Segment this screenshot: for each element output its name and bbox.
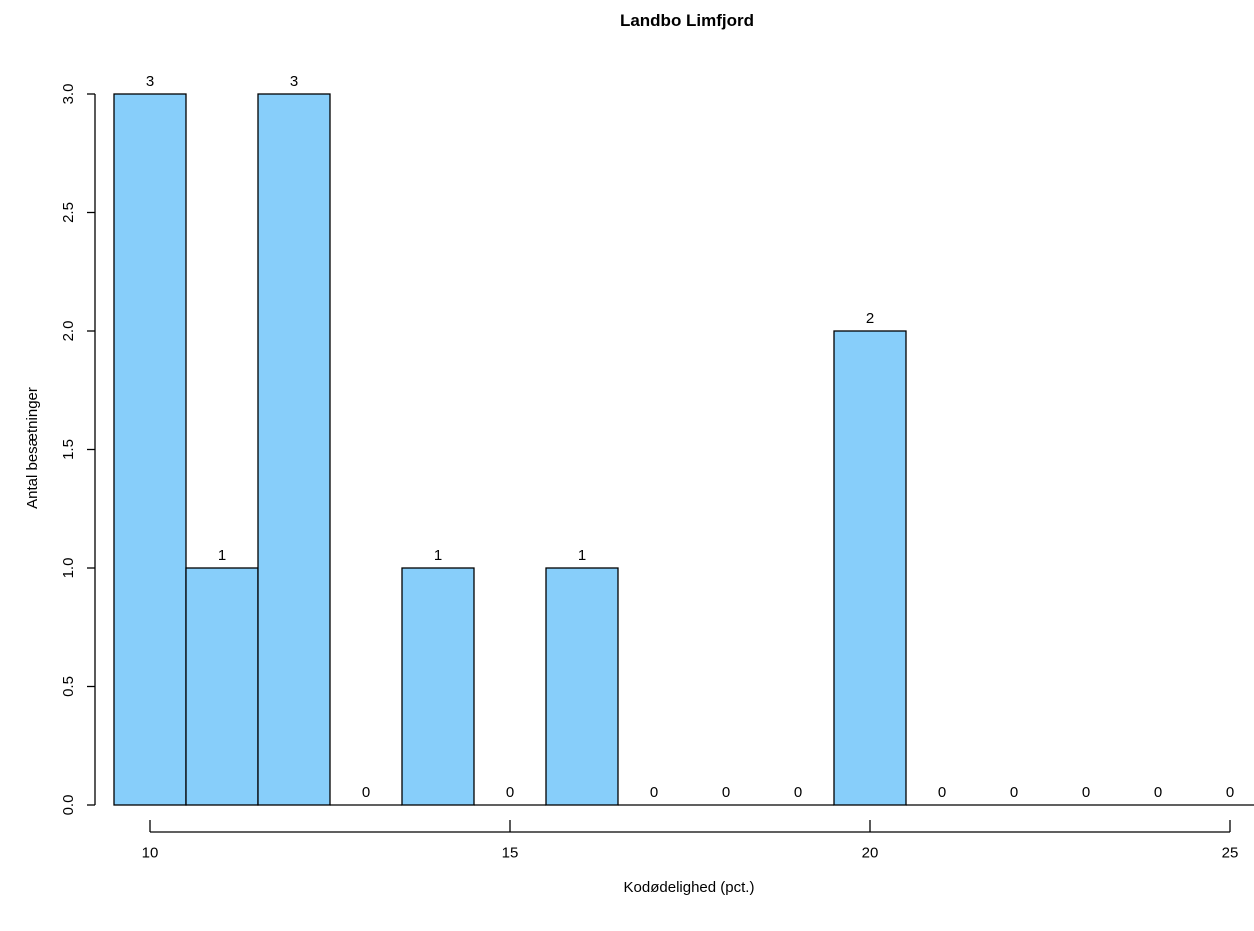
bar-labels-group: 3 1 3 0 1 0 1 0 0 0 2 0 0 0 0 0 — [146, 73, 1234, 801]
y-tick-label: 2.5 — [60, 202, 77, 223]
bar-label-21: 0 — [938, 784, 946, 801]
bar-14 — [401, 567, 475, 806]
bar-label-19: 0 — [794, 784, 802, 801]
bar-label-17: 0 — [650, 784, 658, 801]
bar-10 — [113, 93, 187, 806]
chart-title: Landbo Limfjord — [620, 11, 754, 30]
bar-label-14: 1 — [434, 547, 442, 564]
bar-11 — [185, 567, 259, 806]
bar-label-16: 1 — [578, 547, 586, 564]
bar-label-22: 0 — [1010, 784, 1018, 801]
bar-label-18: 0 — [722, 784, 730, 801]
y-tick-label: 1.0 — [60, 558, 77, 579]
x-axis: 10 15 20 25 — [142, 820, 1239, 861]
bar-20 — [833, 330, 907, 806]
bar-12 — [257, 93, 331, 806]
bar-16 — [545, 567, 619, 806]
y-tick-label: 0.0 — [60, 795, 77, 816]
bar-label-13: 0 — [362, 784, 370, 801]
y-axis: 0.0 0.5 1.0 1.5 2.0 2.5 3.0 — [60, 84, 96, 816]
x-tick-label: 25 — [1222, 844, 1239, 861]
y-tick-label: 0.5 — [60, 676, 77, 697]
y-tick-label: 2.0 — [60, 321, 77, 342]
x-axis-label: Kodødelighed (pct.) — [624, 879, 755, 896]
x-tick-label: 10 — [142, 844, 159, 861]
y-tick-label: 1.5 — [60, 439, 77, 460]
bar-label-12: 3 — [290, 73, 298, 90]
x-tick-label: 20 — [862, 844, 879, 861]
bars-group — [113, 93, 1254, 806]
bar-label-23: 0 — [1082, 784, 1090, 801]
bar-label-11: 1 — [218, 547, 226, 564]
y-axis-label: Antal besætninger — [24, 387, 41, 509]
x-tick-label: 15 — [502, 844, 519, 861]
y-tick-label: 3.0 — [60, 84, 77, 105]
bar-label-20: 2 — [866, 310, 874, 327]
bar-label-25: 0 — [1226, 784, 1234, 801]
bar-label-15: 0 — [506, 784, 514, 801]
bar-label-10: 3 — [146, 73, 154, 90]
bar-label-24: 0 — [1154, 784, 1162, 801]
